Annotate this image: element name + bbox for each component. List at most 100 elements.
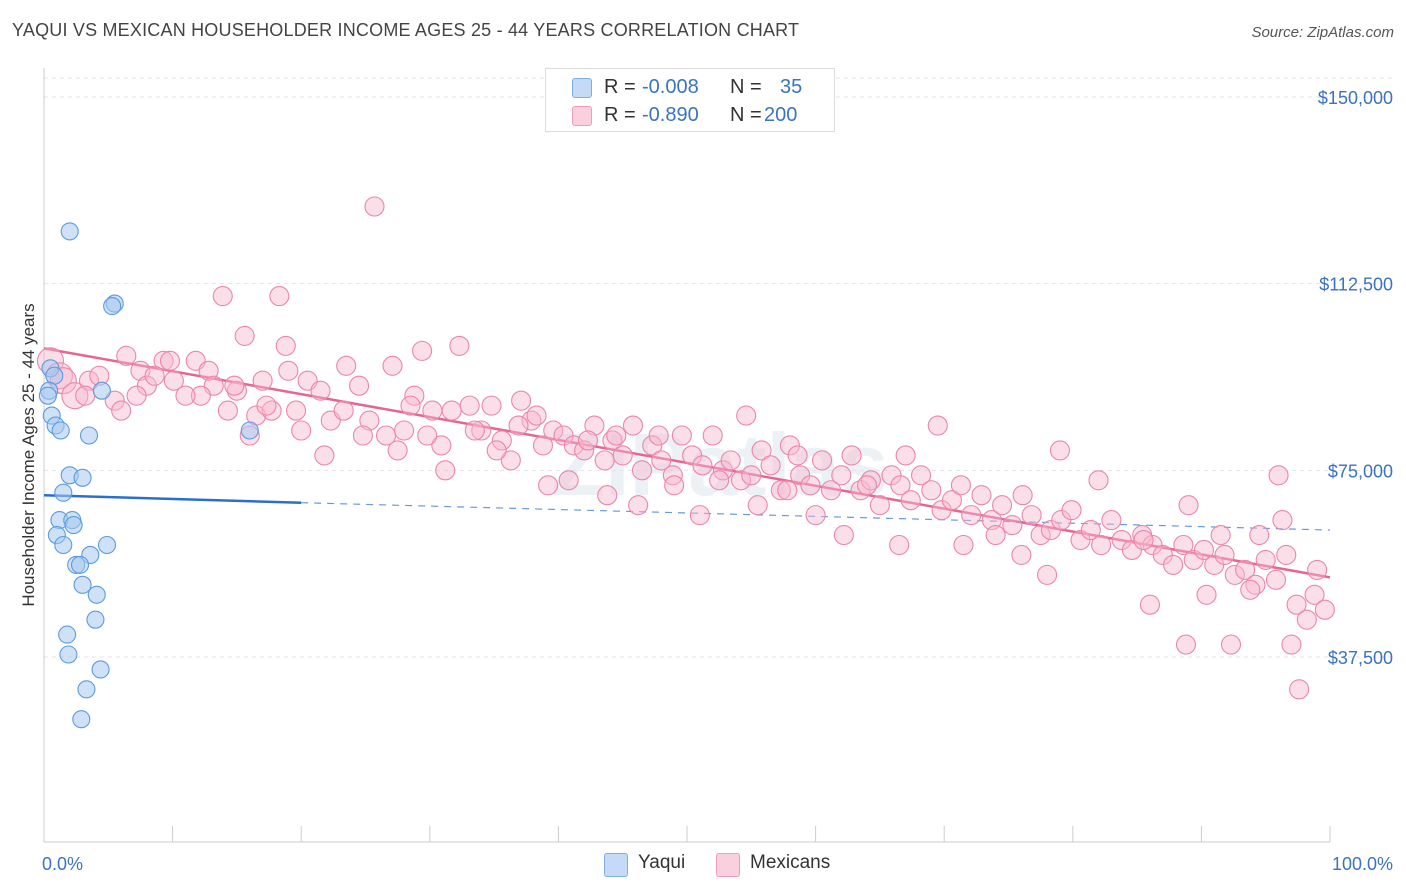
point-mexicans xyxy=(1296,609,1317,630)
legend-swatch-yaqui xyxy=(604,853,628,877)
point-yaqui xyxy=(91,660,110,679)
point-mexicans xyxy=(543,420,564,441)
point-mexicans xyxy=(481,395,502,416)
point-mexicans xyxy=(831,465,852,486)
point-mexicans xyxy=(811,450,833,471)
point-mexicans xyxy=(538,475,559,496)
point-mexicans xyxy=(1235,559,1256,580)
point-mexicans xyxy=(1286,594,1307,615)
point-mexicans xyxy=(1080,520,1101,541)
point-mexicans xyxy=(359,410,380,431)
point-mexicans xyxy=(927,415,948,436)
point-mexicans xyxy=(532,435,554,456)
point-mexicans xyxy=(628,495,649,516)
point-mexicans xyxy=(574,440,595,461)
point-mexicans xyxy=(404,385,425,406)
point-mexicans xyxy=(252,370,273,391)
legend-r-value: -0.890 xyxy=(642,104,699,126)
point-yaqui xyxy=(73,575,92,594)
point-mexicans xyxy=(511,390,532,411)
point-mexicans xyxy=(417,425,438,446)
point-mexicans xyxy=(941,490,962,511)
point-mexicans xyxy=(712,460,734,481)
point-mexicans xyxy=(1281,634,1302,655)
legend-r-label: R = xyxy=(604,76,636,98)
y-axis-label: Householder Income Ages 25 - 44 years xyxy=(19,303,38,606)
point-mexicans xyxy=(1061,500,1082,521)
point-mexicans xyxy=(349,375,370,396)
point-mexicans xyxy=(431,435,452,456)
point-mexicans xyxy=(400,395,421,416)
point-mexicans xyxy=(352,425,373,446)
point-mexicans xyxy=(1178,495,1199,516)
stats-legend: R = -0.008 N = 35 R = -0.890 N = 200 xyxy=(545,68,835,132)
point-mexicans xyxy=(464,420,485,441)
point-mexicans xyxy=(198,360,219,381)
point-mexicans xyxy=(1307,559,1328,580)
series-mexicans xyxy=(36,196,1335,700)
point-mexicans xyxy=(800,475,821,496)
point-mexicans xyxy=(1196,584,1217,605)
point-mexicans xyxy=(820,480,842,501)
legend-n-value: 35 xyxy=(780,76,803,98)
point-mexicans xyxy=(61,382,89,410)
point-mexicans xyxy=(1220,634,1242,655)
point-mexicans xyxy=(779,435,800,456)
point-mexicans xyxy=(631,460,653,481)
legend-n-label: N = xyxy=(730,76,762,98)
point-mexicans xyxy=(175,385,196,406)
point-mexicans xyxy=(648,425,669,446)
point-mexicans xyxy=(1193,539,1215,561)
point-mexicans xyxy=(75,385,96,406)
point-mexicans xyxy=(702,425,723,446)
point-mexicans xyxy=(190,385,211,406)
legend-swatch-yaqui xyxy=(572,78,592,98)
point-mexicans xyxy=(856,475,878,496)
point-mexicans xyxy=(1265,569,1287,590)
point-mexicans xyxy=(1210,524,1231,546)
trend-line-yaqui-extension xyxy=(301,502,1331,531)
point-mexicans xyxy=(1088,470,1109,491)
point-mexicans xyxy=(224,375,245,396)
point-mexicans xyxy=(889,534,910,556)
point-mexicans xyxy=(364,196,385,217)
x-tick-label-max: 100.0% xyxy=(1332,854,1393,874)
point-mexicans xyxy=(1289,679,1310,700)
point-mexicans xyxy=(747,495,768,516)
point-mexicans xyxy=(291,420,312,441)
point-yaqui xyxy=(73,468,92,487)
point-yaqui xyxy=(54,535,73,555)
point-mexicans xyxy=(441,400,462,421)
point-mexicans xyxy=(597,485,618,506)
point-mexicans xyxy=(577,430,599,451)
point-mexicans xyxy=(1314,599,1335,620)
point-mexicans xyxy=(144,365,165,386)
point-mexicans xyxy=(1037,564,1058,585)
point-mexicans xyxy=(961,505,982,526)
point-mexicans xyxy=(730,470,752,491)
point-yaqui xyxy=(86,610,105,629)
point-mexicans xyxy=(116,345,137,366)
point-yaqui xyxy=(59,645,78,664)
point-mexicans xyxy=(387,440,408,461)
point-mexicans xyxy=(651,450,672,471)
point-mexicans xyxy=(751,440,772,461)
point-mexicans xyxy=(921,480,942,501)
point-mexicans xyxy=(606,425,627,446)
point-mexicans xyxy=(805,505,826,526)
legend-label-yaqui: Yaqui xyxy=(638,852,686,873)
point-mexicans xyxy=(336,355,357,376)
point-mexicans xyxy=(1249,524,1270,546)
legend-n-label: N = xyxy=(730,104,762,126)
point-mexicans xyxy=(1101,510,1122,531)
point-mexicans xyxy=(558,470,579,491)
legend-r-value: -0.008 xyxy=(642,76,699,98)
series-yaqui xyxy=(38,222,259,729)
point-mexicans xyxy=(890,475,911,496)
y-tick-label: $112,500 xyxy=(1319,275,1393,295)
point-mexicans xyxy=(78,370,100,391)
point-mexicans xyxy=(1276,544,1297,566)
point-yaqui xyxy=(87,585,106,604)
point-mexicans xyxy=(777,480,798,501)
